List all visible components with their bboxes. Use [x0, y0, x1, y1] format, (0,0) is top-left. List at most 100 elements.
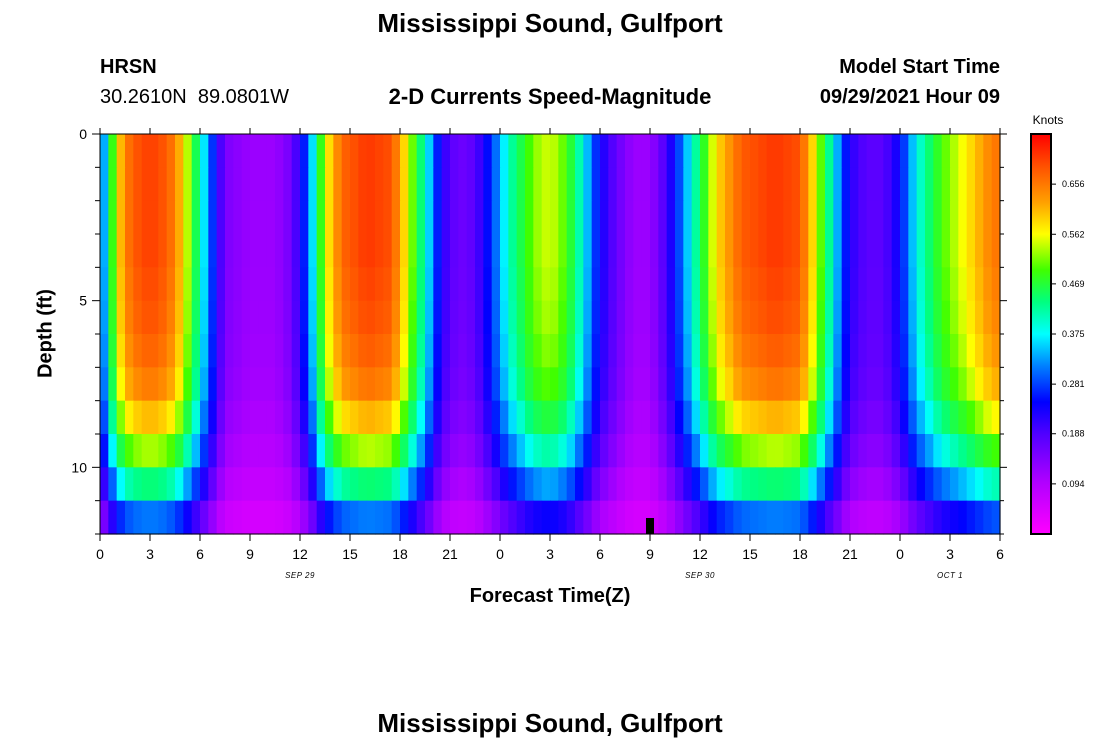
heatmap-cell: [741, 234, 751, 268]
heatmap-cell: [825, 367, 834, 402]
heatmap-cell: [925, 200, 934, 235]
heatmap-cell: [308, 400, 318, 435]
heatmap-cell: [133, 134, 143, 168]
heatmap-cell: [750, 400, 759, 435]
heatmap-cell: [383, 267, 393, 302]
heatmap-cell: [291, 434, 301, 468]
heatmap-cell: [300, 500, 309, 535]
heatmap-cell: [100, 300, 109, 335]
heatmap-cell: [375, 334, 384, 368]
heatmap-cell: [458, 267, 468, 302]
heatmap-cell: [333, 467, 343, 502]
heatmap-cell: [133, 367, 143, 402]
heatmap-cell: [191, 367, 201, 402]
heatmap-cell: [716, 334, 726, 368]
heatmap-cell: [583, 500, 593, 535]
heatmap-cell: [508, 467, 518, 502]
heatmap-cell: [433, 167, 443, 202]
heatmap-cell: [800, 200, 809, 235]
heatmap-cell: [475, 134, 484, 168]
heatmap-cell: [808, 234, 818, 268]
heatmap-cell: [283, 367, 293, 402]
heatmap-cell: [666, 267, 676, 302]
heatmap-cell: [650, 134, 659, 168]
heatmap-cell: [791, 300, 801, 335]
heatmap-cell: [566, 134, 576, 168]
heatmap-cell: [675, 500, 684, 535]
heatmap-cell: [775, 134, 784, 168]
heatmap-cell: [325, 334, 334, 368]
heatmap-cell: [733, 500, 743, 535]
heatmap-cell: [675, 167, 684, 202]
heatmap-cell: [641, 334, 651, 368]
heatmap-cell: [900, 334, 909, 368]
heatmap-cell: [191, 234, 201, 268]
heatmap-cell: [966, 200, 976, 235]
heatmap-cell: [233, 134, 243, 168]
heatmap-cell: [750, 334, 759, 368]
heatmap-cell: [608, 200, 618, 235]
heatmap-cell: [108, 434, 118, 468]
heatmap-cell: [150, 400, 159, 435]
heatmap-cell: [433, 334, 443, 368]
heatmap-cell: [308, 134, 318, 168]
heatmap-cell: [508, 434, 518, 468]
heatmap-cell: [925, 467, 934, 502]
heatmap-cell: [450, 367, 459, 402]
heatmap-cell: [525, 134, 534, 168]
heatmap-cell: [616, 234, 626, 268]
heatmap-cell: [758, 267, 768, 302]
heatmap-cell: [975, 300, 984, 335]
heatmap-cell: [708, 467, 718, 502]
heatmap-cell: [525, 367, 534, 402]
heatmap-cell: [458, 167, 468, 202]
heatmap-cell: [766, 300, 776, 335]
heatmap-cell: [333, 367, 343, 402]
heatmap-cell: [733, 334, 743, 368]
heatmap-cell: [541, 434, 551, 468]
heatmap-cell: [441, 300, 451, 335]
heatmap-cell: [250, 467, 259, 502]
heatmap-cell: [600, 234, 609, 268]
heatmap-cell: [175, 500, 184, 535]
heatmap-cell: [633, 434, 643, 468]
heatmap-cell: [908, 167, 918, 202]
heatmap-cell: [558, 234, 568, 268]
heatmap-cell: [641, 500, 651, 535]
heatmap-cell: [966, 434, 976, 468]
heatmap-cell: [350, 367, 359, 402]
heatmap-cell: [675, 400, 684, 435]
heatmap-cell: [375, 267, 384, 302]
heatmap-cell: [741, 134, 751, 168]
heatmap-cell: [333, 334, 343, 368]
heatmap-cell: [283, 500, 293, 535]
heatmap-cell: [525, 500, 534, 535]
heatmap-cell: [133, 234, 143, 268]
heatmap-cell: [383, 200, 393, 235]
heatmap-cell: [458, 500, 468, 535]
heatmap-cell: [225, 134, 234, 168]
heatmap-cell: [683, 234, 693, 268]
heatmap-cell: [983, 234, 993, 268]
heatmap-cell: [758, 167, 768, 202]
heatmap-cell: [566, 234, 576, 268]
heatmap-cell: [166, 334, 176, 368]
heatmap-cell: [883, 134, 893, 168]
heatmap-cell: [350, 467, 359, 502]
heatmap-cell: [325, 467, 334, 502]
heatmap-cell: [175, 467, 184, 502]
heatmap-cell: [850, 134, 859, 168]
heatmap-cell: [416, 467, 426, 502]
heatmap-cell: [108, 167, 118, 202]
heatmap-cell: [716, 400, 726, 435]
heatmap-cell: [350, 234, 359, 268]
heatmap-cell: [583, 200, 593, 235]
heatmap-cell: [275, 234, 284, 268]
heatmap-cell: [333, 234, 343, 268]
heatmap-cell: [266, 467, 276, 502]
heatmap-cell: [216, 300, 226, 335]
heatmap-cell: [866, 200, 876, 235]
heatmap-cell: [558, 200, 568, 235]
heatmap-cell: [741, 467, 751, 502]
heatmap-cell: [233, 434, 243, 468]
